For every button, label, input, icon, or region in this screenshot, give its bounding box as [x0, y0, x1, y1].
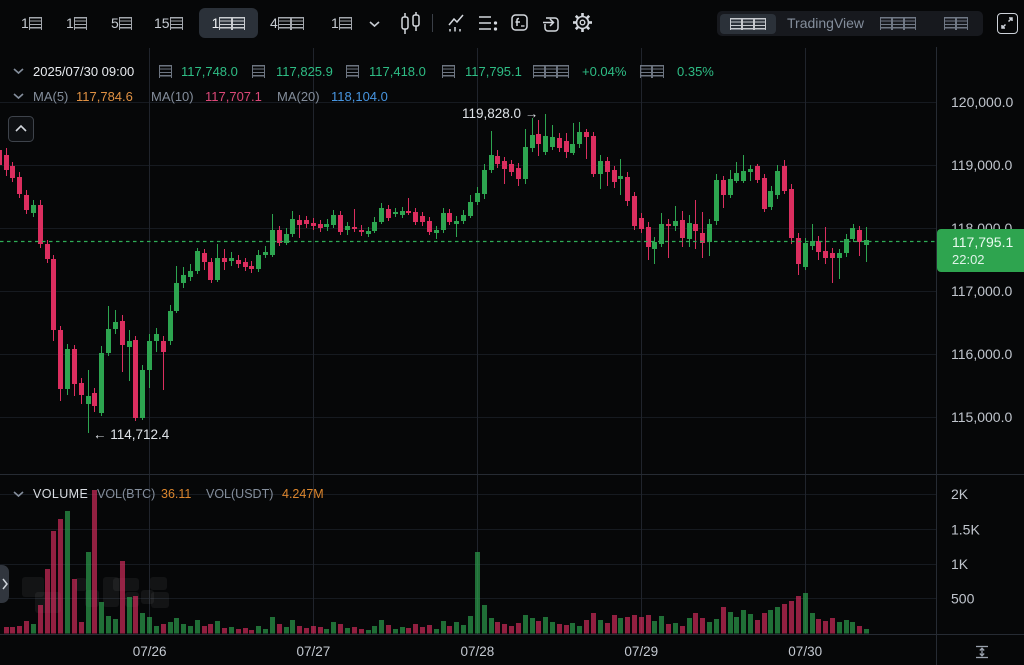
svg-text:117,795.1: 117,795.1	[952, 234, 1013, 250]
svg-text:2K: 2K	[951, 486, 969, 502]
svg-text:119,000.0: 119,000.0	[951, 157, 1012, 173]
svg-text:22:02: 22:02	[952, 252, 985, 267]
svg-text:← 114,712.4: ← 114,712.4	[93, 427, 170, 442]
svg-text:07/26: 07/26	[133, 644, 167, 659]
svg-text:07/27: 07/27	[297, 644, 331, 659]
svg-text:120,000.0: 120,000.0	[951, 94, 1013, 110]
svg-text:07/28: 07/28	[461, 644, 495, 659]
svg-text:116,000.0: 116,000.0	[951, 346, 1012, 362]
svg-text:07/29: 07/29	[624, 644, 658, 659]
svg-text:500: 500	[951, 591, 975, 607]
svg-text:119,828.0 →: 119,828.0 →	[462, 106, 538, 121]
svg-text:115,000.0: 115,000.0	[951, 409, 1012, 425]
svg-text:1.5K: 1.5K	[951, 522, 980, 538]
svg-text:1K: 1K	[951, 556, 969, 572]
svg-text:07/30: 07/30	[788, 644, 822, 659]
svg-text:117,000.0: 117,000.0	[951, 283, 1012, 299]
